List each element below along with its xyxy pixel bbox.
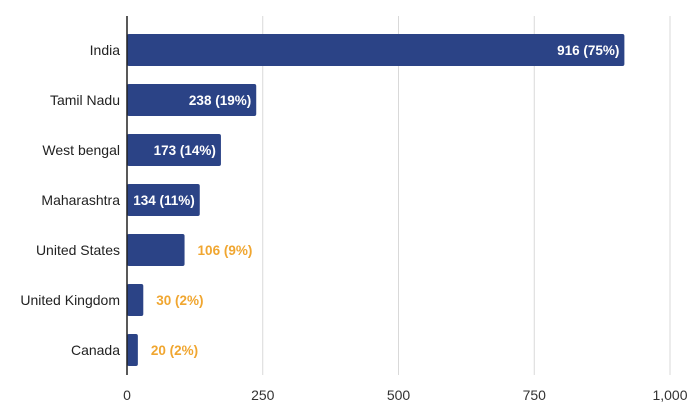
data-label: 30 (2%) (156, 293, 203, 308)
x-tick-label: 500 (387, 387, 411, 403)
data-label: 238 (19%) (189, 93, 251, 108)
bar (127, 234, 185, 266)
bar (127, 184, 200, 216)
data-label: 134 (11%) (133, 193, 195, 208)
data-label: 173 (14%) (154, 143, 216, 158)
category-label: India (90, 42, 121, 58)
bar (127, 284, 144, 316)
category-label: Tamil Nadu (50, 92, 120, 108)
x-tick-label: 750 (523, 387, 547, 403)
category-label: Maharashtra (41, 192, 120, 208)
category-label: Canada (71, 342, 120, 358)
gridlines (262, 16, 671, 375)
bar (127, 134, 221, 166)
bar (127, 84, 257, 116)
data-label: 20 (2%) (151, 343, 198, 358)
bar (127, 34, 625, 66)
data-label: 916 (75%) (557, 43, 619, 58)
bars (127, 34, 625, 366)
category-label: United Kingdom (20, 292, 120, 308)
labels: 0 250 500 750 1,000 India 916 (75%) Tamil Nadu 2… (20, 42, 687, 403)
category-label: United States (36, 242, 120, 258)
category-label: West bengal (42, 142, 120, 158)
data-label: 106 (9%) (198, 243, 253, 258)
x-tick-label: 250 (251, 387, 275, 403)
x-tick-label: 0 (123, 387, 131, 403)
x-tick-label: 1,000 (652, 387, 687, 403)
bar (127, 334, 138, 366)
